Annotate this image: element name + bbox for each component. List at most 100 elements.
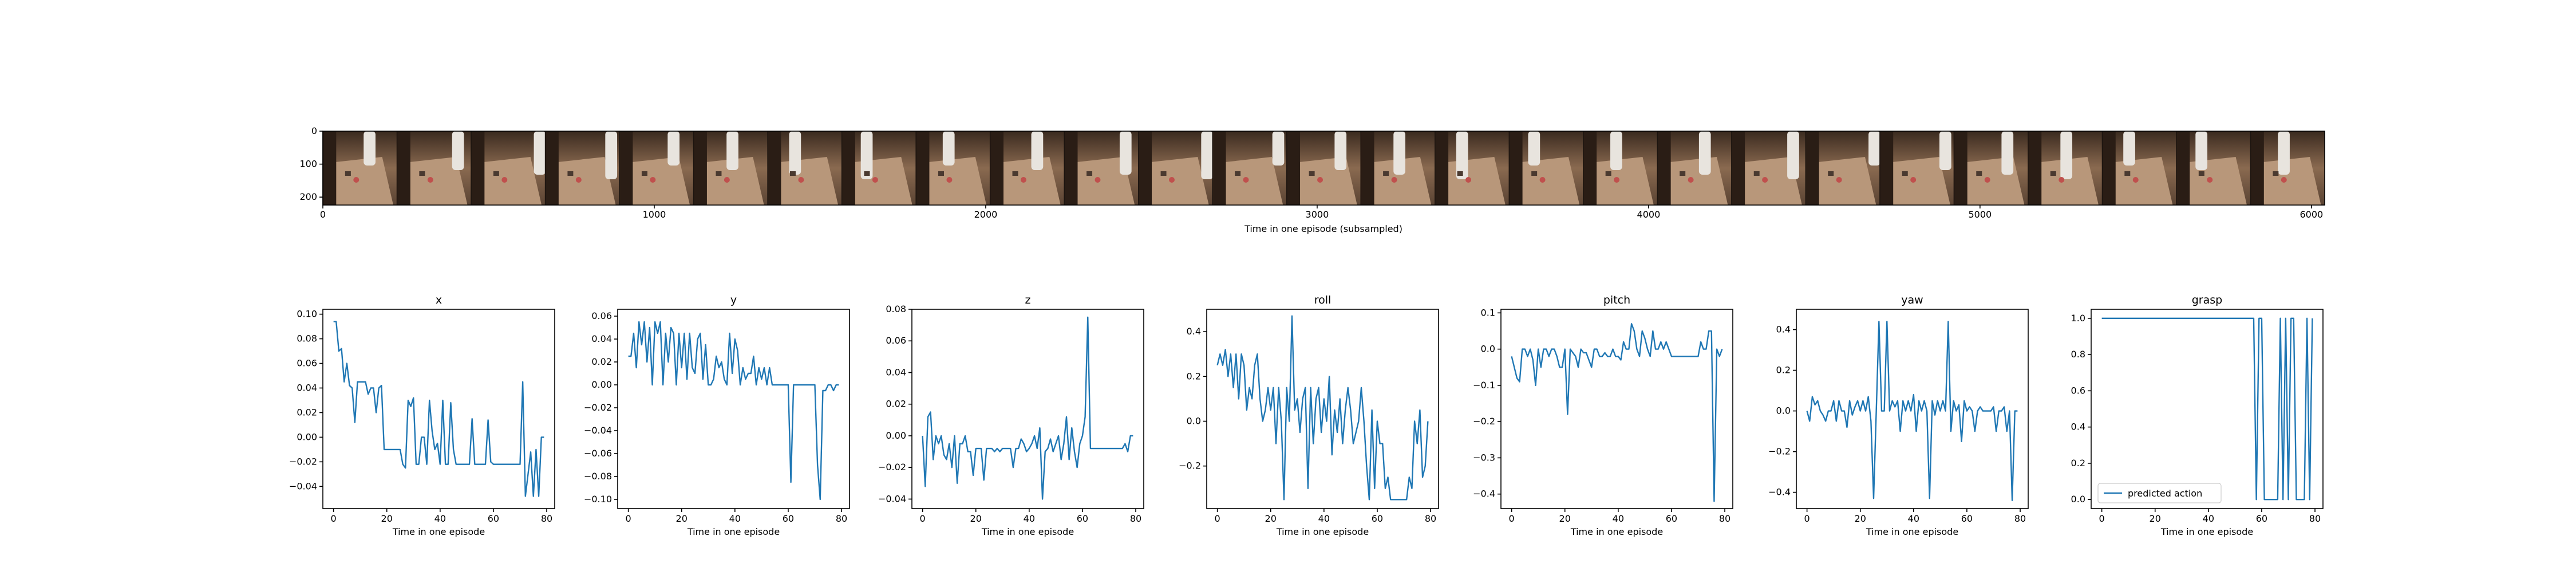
filmstrip-frame [1583, 131, 1658, 205]
chart-title: x [436, 294, 442, 306]
y-tick-label: 0.6 [2071, 385, 2085, 396]
filmstrip-frame [1657, 131, 1732, 205]
plot-frame [1796, 309, 2029, 509]
x-tick-label: 80 [2014, 513, 2026, 524]
chart-roll: roll 0 20 40 60 80 −0.2 0.0 0.2 0.4 Time in one ep… [1179, 294, 1439, 537]
filmstrip-frame [1953, 131, 2028, 205]
filmstrip-x-tick-label: 5000 [1969, 209, 1992, 220]
x-tick-label: 80 [1425, 513, 1436, 524]
filmstrip-y-tick-label: 200 [299, 191, 317, 202]
filmstrip-frame [1212, 131, 1287, 205]
y-tick-label: 0.08 [886, 304, 906, 314]
filmstrip-frame [2250, 131, 2325, 205]
series-line [922, 316, 1133, 500]
y-tick-label: −0.02 [878, 462, 906, 472]
plot-frame [1500, 309, 1733, 509]
y-tick-label: −0.02 [289, 456, 317, 467]
chart-title: z [1025, 294, 1031, 306]
y-tick-label: 0.2 [1187, 371, 1201, 381]
filmstrip-frame [2176, 131, 2251, 205]
filmstrip-frame [1508, 131, 1583, 205]
y-tick-label: −0.4 [1768, 487, 1791, 498]
filmstrip-y-tick-label: 0 [311, 125, 317, 136]
x-tick-label: 40 [1908, 513, 1919, 524]
x-axis-label: Time in one episode [1866, 526, 1958, 537]
y-tick-label: 1.0 [2071, 313, 2085, 324]
y-tick-label: 0.2 [2071, 458, 2085, 468]
filmstrip-frame [1805, 131, 1880, 205]
filmstrip-x-tick-label: 6000 [2300, 209, 2323, 220]
series-line [2101, 317, 2313, 501]
y-tick-label: −0.2 [1179, 460, 1201, 471]
x-tick-label: 80 [1719, 513, 1730, 524]
plot-frame [617, 309, 850, 509]
filmstrip-frame [915, 131, 990, 205]
y-tick-label: 0.4 [1776, 324, 1791, 335]
x-tick-label: 40 [1613, 513, 1624, 524]
x-tick-label: 60 [1961, 513, 1973, 524]
y-tick-label: 0.08 [297, 333, 317, 344]
legend-label: predicted action [2128, 488, 2202, 499]
series-line [1216, 315, 1429, 501]
filmstrip-x-label: Time in one episode (subsampled) [1244, 223, 1402, 234]
y-tick-label: −0.2 [1473, 416, 1495, 427]
x-axis-label: Time in one episode [2160, 526, 2253, 537]
x-axis-label: Time in one episode [1276, 526, 1369, 537]
x-tick-label: 80 [541, 513, 552, 524]
y-tick-label: −0.4 [1473, 489, 1495, 499]
x-axis-label: Time in one episode [392, 526, 485, 537]
y-tick-label: −0.02 [584, 402, 612, 413]
y-tick-label: −0.1 [1473, 380, 1495, 391]
x-tick-label: 60 [2256, 513, 2267, 524]
x-tick-label: 40 [729, 513, 741, 524]
chart-y: y 0 20 40 60 80 −0.10 −0.08 −0.06 −0.04 −0.02 0.00 0… [584, 294, 850, 537]
filmstrip-frame [1064, 131, 1139, 205]
y-tick-label: 0.0 [1776, 405, 1791, 416]
plot-frame [1206, 309, 1439, 509]
y-tick-label: 0.4 [2071, 422, 2085, 432]
y-tick-label: 0.00 [886, 430, 906, 441]
y-tick-label: 0.00 [297, 431, 317, 442]
x-tick-label: 20 [1855, 513, 1866, 524]
x-tick-label: 80 [2309, 513, 2321, 524]
filmstrip-frame [767, 131, 842, 205]
y-tick-label: 0.00 [591, 379, 612, 390]
y-tick-label: 0.02 [297, 407, 317, 418]
series-line [333, 321, 544, 497]
y-tick-label: 0.02 [591, 356, 612, 367]
x-tick-label: 20 [1559, 513, 1571, 524]
action-charts: x0 20 40 60 80−0.04−0.020.000.020.040.060.08… [289, 294, 2324, 537]
y-tick-label: 0.04 [886, 367, 906, 377]
x-tick-label: 80 [836, 513, 847, 524]
filmstrip-y-ticks: 0 100 200 [299, 125, 323, 202]
x-tick-label: 60 [1372, 513, 1383, 524]
chart-x: x 0 20 40 60 80 −0.04 −0.02 0.00 0.02 0.04 0.06 0.08… [289, 294, 555, 537]
y-tick-label: 0.0 [1187, 416, 1201, 427]
filmstrip-frame [1137, 131, 1214, 205]
y-tick-label: −0.10 [584, 494, 612, 505]
x-tick-label: 60 [1077, 513, 1088, 524]
y-tick-label: 0.06 [297, 358, 317, 369]
plot-frame [911, 309, 1144, 509]
x-axis-label: Time in one episode [1570, 526, 1663, 537]
y-tick-label: 0.0 [2071, 494, 2085, 505]
x-tick-label: 80 [1130, 513, 1141, 524]
filmstrip-frame [2101, 131, 2176, 205]
filmstrip-frame [841, 131, 916, 205]
filmstrip-frame-border [322, 131, 2325, 206]
y-tick-label: −0.3 [1473, 452, 1495, 463]
y-tick-label: 0.4 [1187, 326, 1201, 337]
y-tick-label: 0.0 [1481, 344, 1495, 355]
x-tick-label: 0 [1804, 513, 1810, 524]
x-tick-label: 20 [970, 513, 982, 524]
x-tick-label: 60 [488, 513, 499, 524]
x-tick-label: 40 [1024, 513, 1035, 524]
filmstrip-frame [619, 131, 694, 205]
x-tick-label: 20 [676, 513, 688, 524]
x-tick-label: 0 [1215, 513, 1220, 524]
x-tick-label: 40 [1318, 513, 1330, 524]
y-tick-label: −0.06 [584, 448, 612, 459]
filmstrip-frame [1879, 131, 1954, 205]
x-axis-label: Time in one episode [981, 526, 1074, 537]
filmstrip-frame [322, 131, 397, 205]
